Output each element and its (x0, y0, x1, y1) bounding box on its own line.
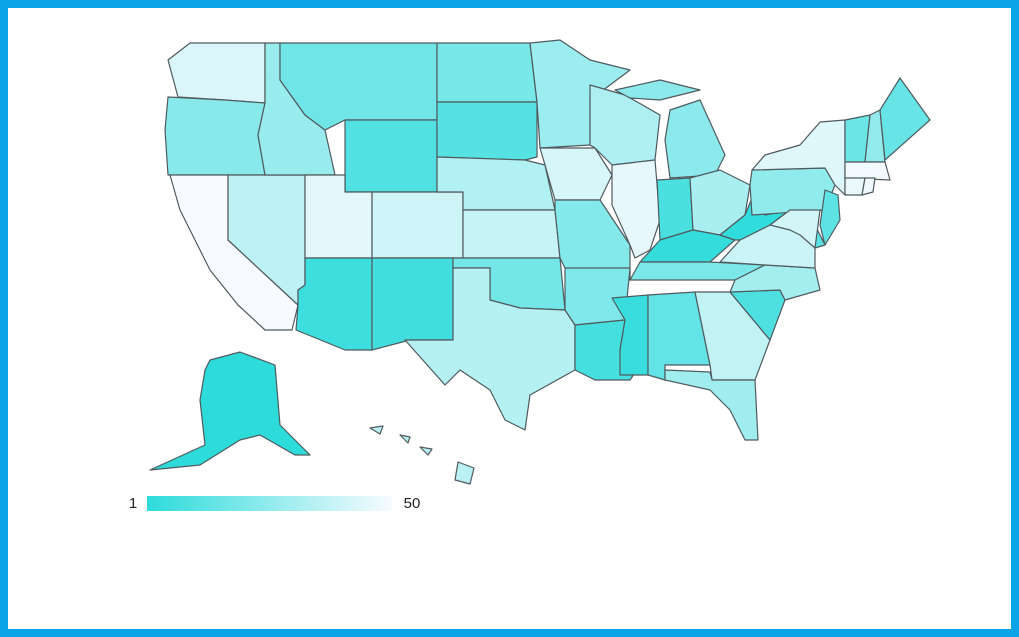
state (664, 369, 759, 441)
state (564, 267, 631, 326)
state (844, 161, 891, 181)
state (164, 96, 266, 176)
state (861, 177, 876, 196)
state (436, 101, 538, 161)
colorbar-max-label: 50 (404, 495, 421, 512)
state (436, 42, 538, 103)
state (879, 77, 931, 161)
state (167, 42, 266, 104)
state (369, 425, 475, 485)
state (295, 257, 373, 351)
state (404, 267, 576, 431)
colorbar (147, 496, 392, 511)
state (819, 189, 841, 246)
state (149, 351, 311, 471)
state (371, 257, 454, 351)
state (371, 191, 464, 259)
colorbar-min-label: 1 (129, 495, 137, 512)
state (656, 177, 694, 241)
state (769, 209, 821, 249)
state (462, 209, 561, 259)
state (344, 119, 438, 193)
states (149, 39, 931, 485)
